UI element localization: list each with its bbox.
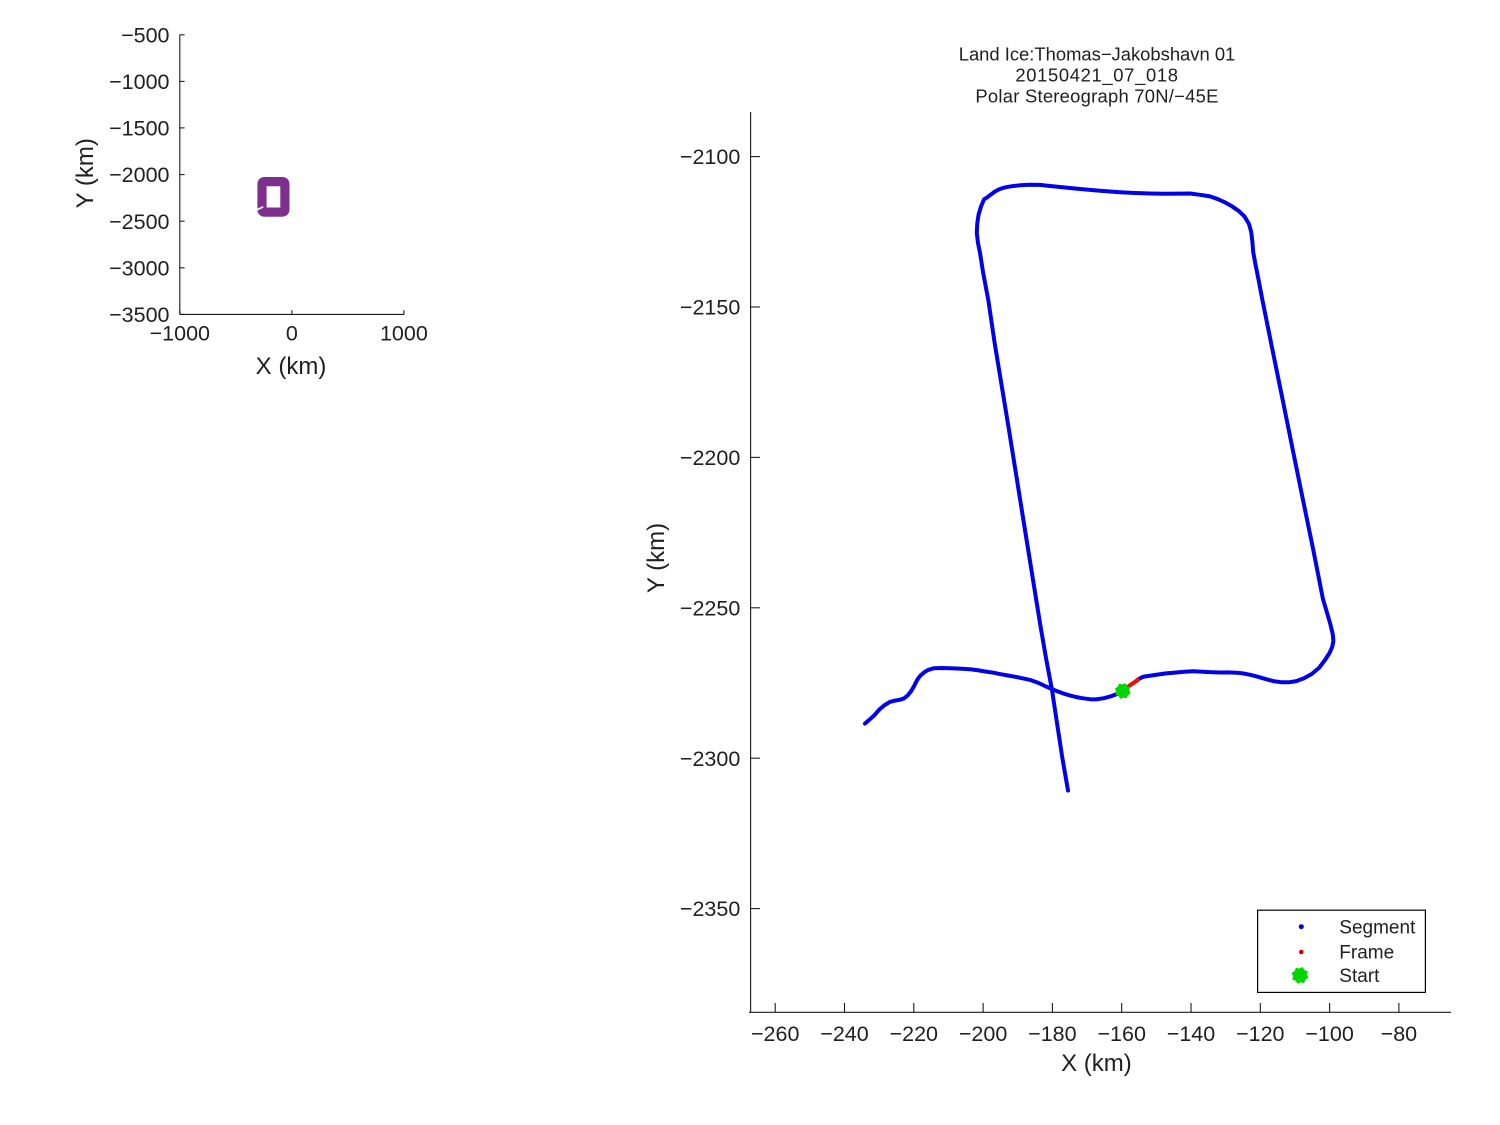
svg-text:−2200: −2200 — [680, 446, 740, 470]
svg-text:−200: −200 — [959, 1022, 1007, 1046]
svg-text:0: 0 — [286, 321, 298, 345]
svg-text:−1500: −1500 — [109, 117, 169, 141]
svg-text:−260: −260 — [751, 1022, 799, 1046]
svg-text:−2300: −2300 — [680, 747, 740, 771]
svg-text:−3000: −3000 — [109, 256, 169, 280]
svg-text:Start: Start — [1339, 966, 1380, 987]
svg-text:−2350: −2350 — [680, 897, 740, 921]
svg-text:1000: 1000 — [380, 321, 428, 345]
svg-text:−2500: −2500 — [109, 210, 169, 234]
svg-text:−2250: −2250 — [680, 596, 740, 620]
svg-text:−120: −120 — [1236, 1022, 1284, 1046]
svg-text:Polar Stereograph 70N/−45E: Polar Stereograph 70N/−45E — [975, 85, 1218, 106]
svg-text:−100: −100 — [1305, 1022, 1353, 1046]
svg-text:−240: −240 — [820, 1022, 868, 1046]
svg-text:Y (km): Y (km) — [643, 523, 670, 593]
svg-text:−2150: −2150 — [680, 296, 740, 320]
svg-text:Frame: Frame — [1339, 943, 1394, 964]
svg-text:−1000: −1000 — [150, 321, 210, 345]
svg-text:−160: −160 — [1097, 1022, 1145, 1046]
svg-text:−3500: −3500 — [109, 303, 169, 327]
svg-text:−2100: −2100 — [680, 145, 740, 169]
svg-text:−500: −500 — [121, 23, 169, 47]
svg-text:−2000: −2000 — [109, 163, 169, 187]
svg-text:Y (km): Y (km) — [72, 138, 99, 208]
svg-text:X (km): X (km) — [256, 353, 327, 380]
svg-text:X (km): X (km) — [1061, 1050, 1132, 1077]
svg-text:Segment: Segment — [1339, 917, 1416, 938]
svg-text:20150421_07_018: 20150421_07_018 — [1015, 65, 1178, 87]
svg-text:−220: −220 — [890, 1022, 938, 1046]
svg-text:−1000: −1000 — [109, 70, 169, 94]
svg-text:−140: −140 — [1167, 1022, 1215, 1046]
svg-text:−80: −80 — [1381, 1022, 1418, 1046]
svg-text:−180: −180 — [1028, 1022, 1076, 1046]
svg-text:Land Ice:Thomas−Jakobshavn 01: Land Ice:Thomas−Jakobshavn 01 — [959, 44, 1236, 65]
